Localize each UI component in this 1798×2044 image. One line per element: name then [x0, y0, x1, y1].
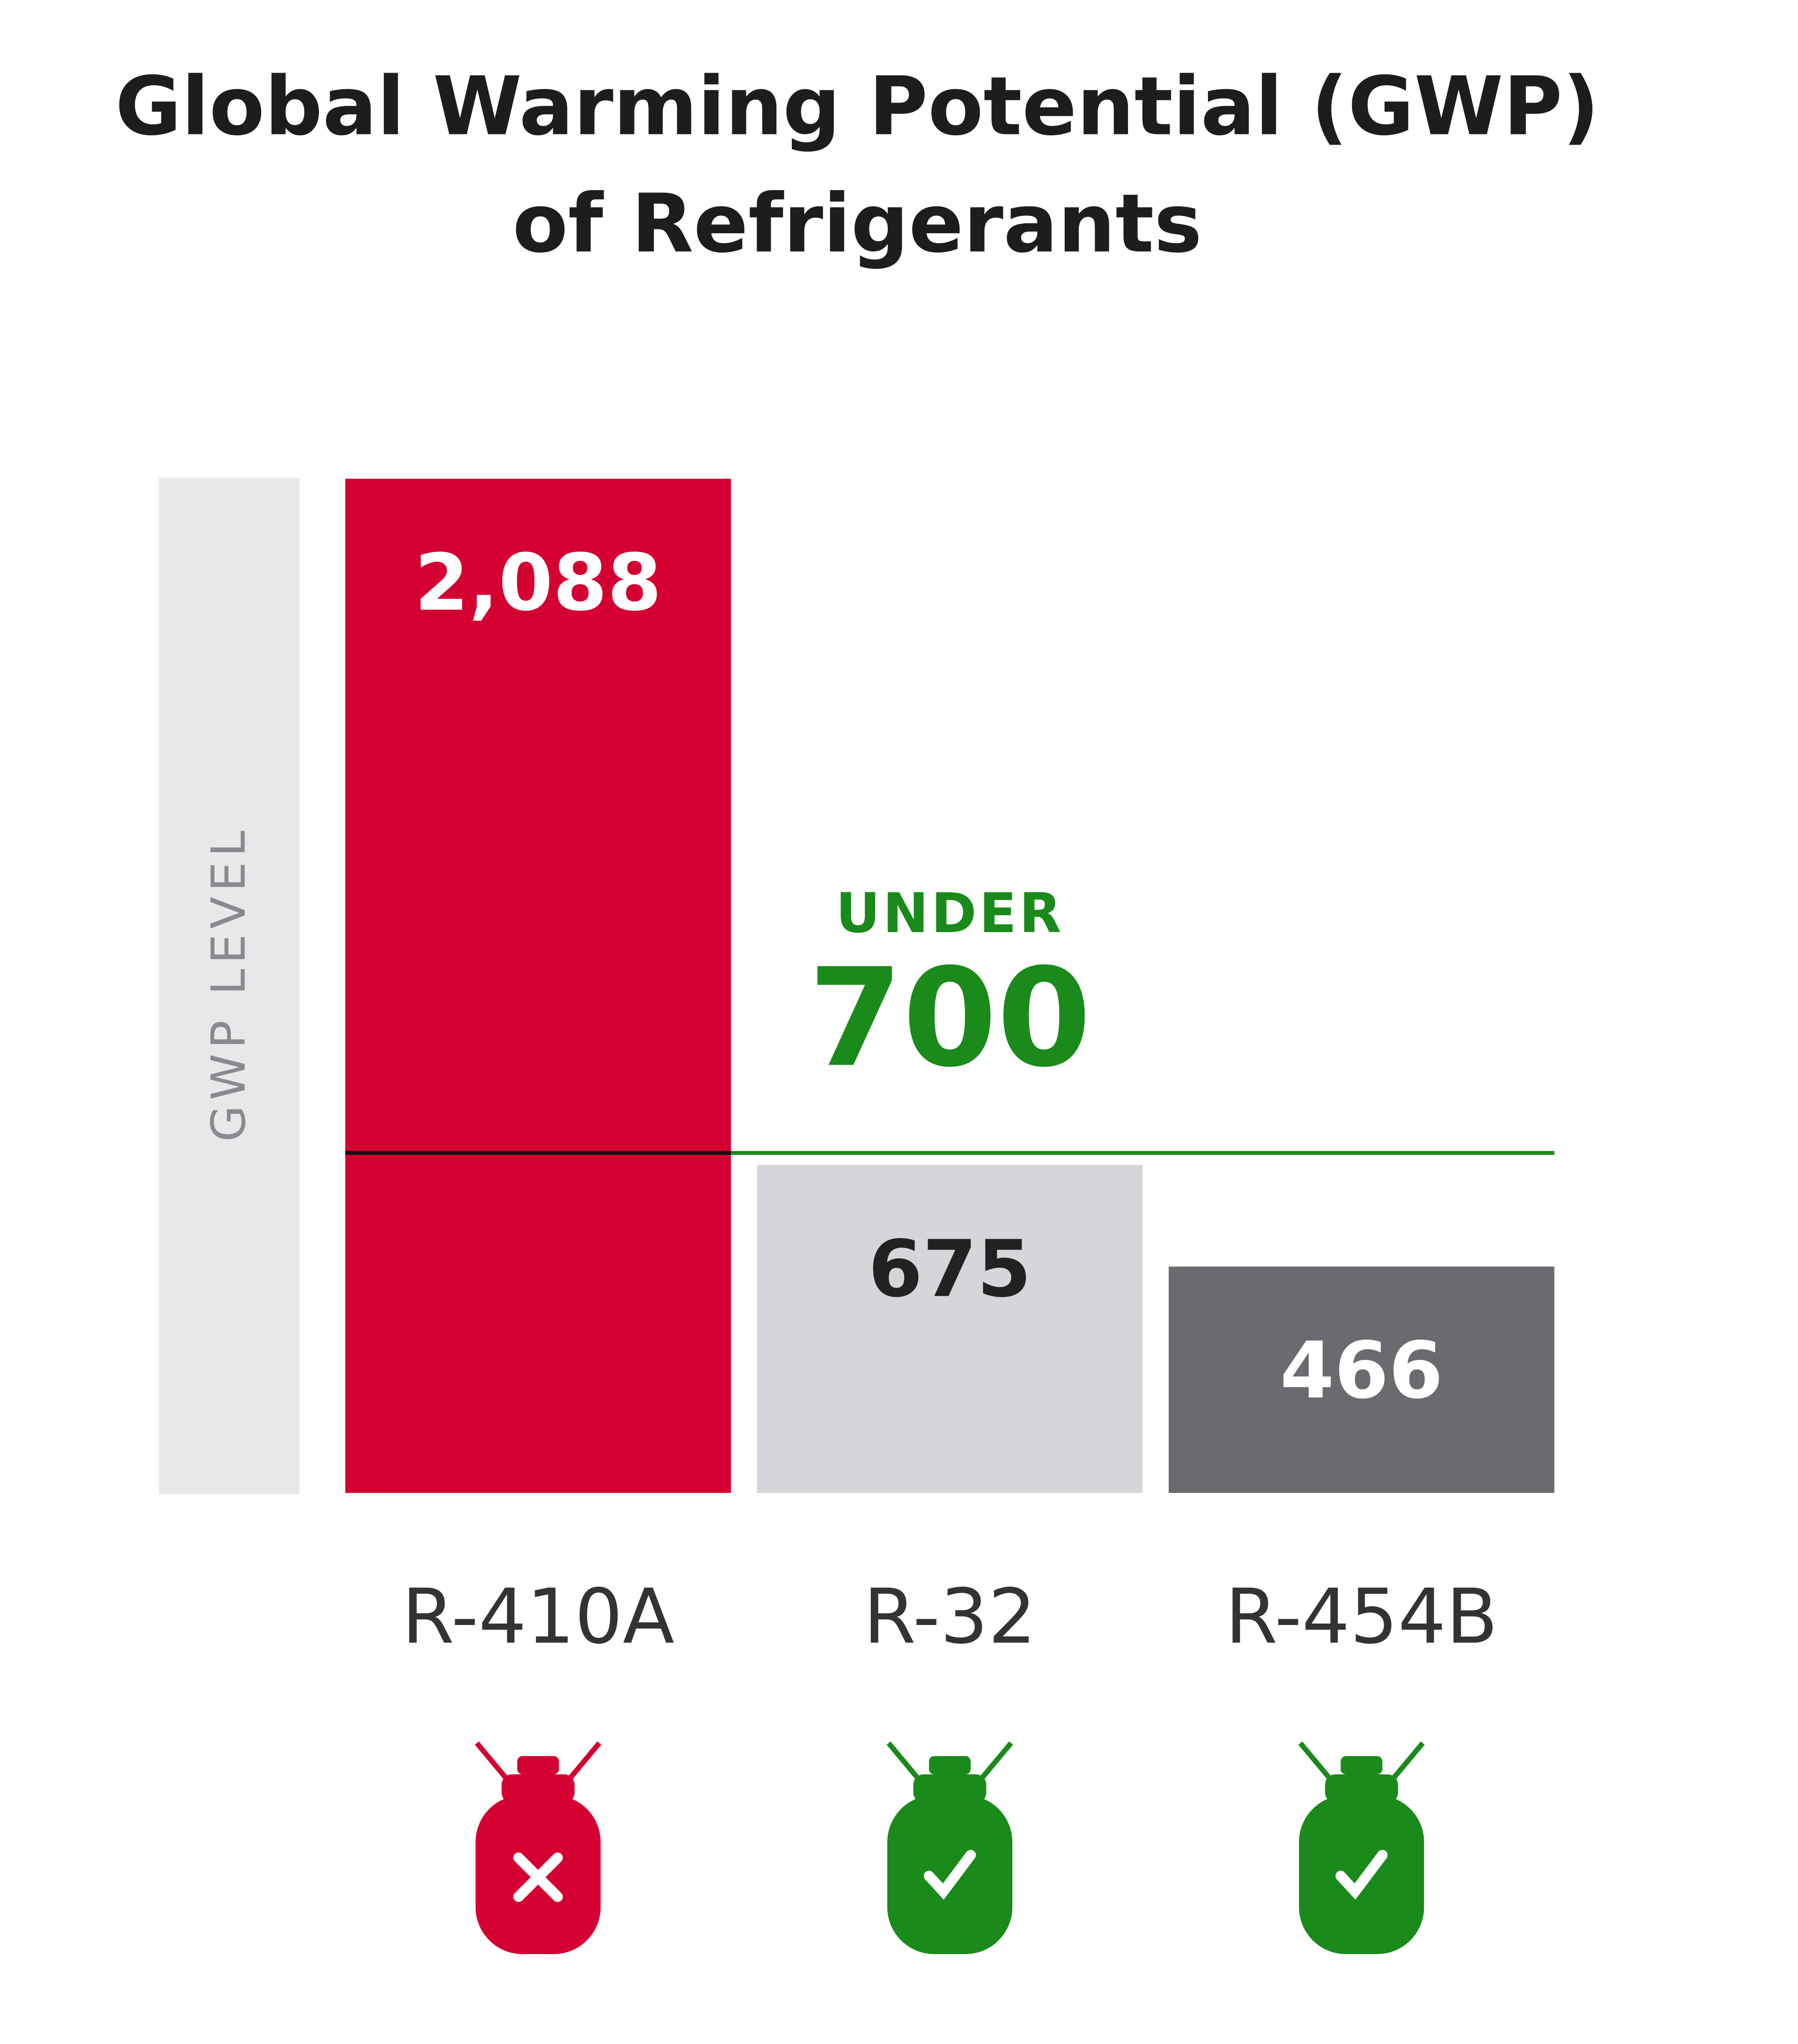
tank-valve [517, 1756, 559, 1774]
bar [757, 1165, 1143, 1493]
x-tick-label: R-410A [402, 1573, 674, 1661]
chart-title: Global Warming Potential (GWP) [115, 59, 1599, 154]
value-label: 2,088 [414, 537, 662, 628]
tank-handle [475, 1741, 602, 1784]
y-axis-label: GWP LEVEL [201, 825, 256, 1142]
tank-valve [929, 1756, 971, 1774]
threshold-label: UNDER [836, 882, 1064, 945]
bar [345, 478, 731, 1493]
tank-symbol [1335, 1850, 1388, 1900]
tank-icon [475, 1741, 602, 1954]
tank-handle [1298, 1741, 1425, 1784]
bar [1169, 1266, 1555, 1493]
tank-symbol [513, 1852, 563, 1902]
x-tick-label: R-454B [1225, 1573, 1498, 1661]
axis-strip [159, 478, 300, 1494]
tank-icon [886, 1741, 1013, 1954]
x-tick-label: R-32 [863, 1573, 1036, 1661]
tank-symbol [923, 1850, 976, 1900]
tank-icon [1298, 1741, 1425, 1954]
chart-title: of Refrigerants [513, 176, 1202, 271]
value-label: 466 [1280, 1325, 1443, 1416]
tank-valve [1341, 1756, 1383, 1774]
tank-handle [886, 1741, 1013, 1784]
threshold-value: 700 [808, 940, 1091, 1097]
value-label: 675 [868, 1224, 1031, 1315]
